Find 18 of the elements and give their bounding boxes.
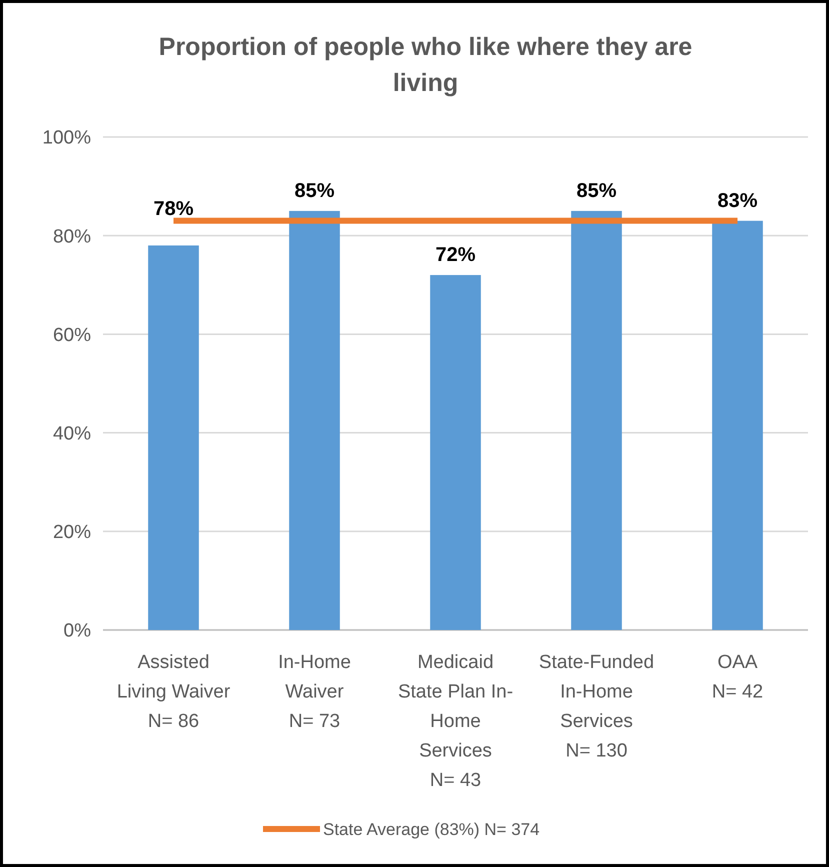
y-tick-label: 100% [42,128,92,149]
x-tick-label: State-Funded In-Home Services N= 130 [538,652,654,762]
data-label: 83% [717,190,758,212]
chart-title: Proportion of people who like where they are living [158,33,692,97]
data-label: 78% [153,198,194,220]
y-tick-label: 40% [52,423,92,444]
data-label: 72% [435,244,476,266]
x-tick-label: Assisted Living Waiver N= 86 [116,652,231,732]
y-tick-label: 20% [52,522,92,544]
legend-label: State Average (83%) N= 374 [323,820,540,839]
data-label: 85% [294,180,335,202]
x-tick-label: Medicaid State Plan In- Home Services N= 43 [398,652,514,791]
data-label: 85% [576,180,617,202]
y-tick-label: 80% [52,226,92,248]
x-tick-label: OAA N= 42 [712,652,764,702]
y-tick-label: 0% [64,620,92,642]
x-tick-label: In-Home Waiver N= 73 [278,652,351,732]
y-tick-label: 60% [52,324,92,346]
